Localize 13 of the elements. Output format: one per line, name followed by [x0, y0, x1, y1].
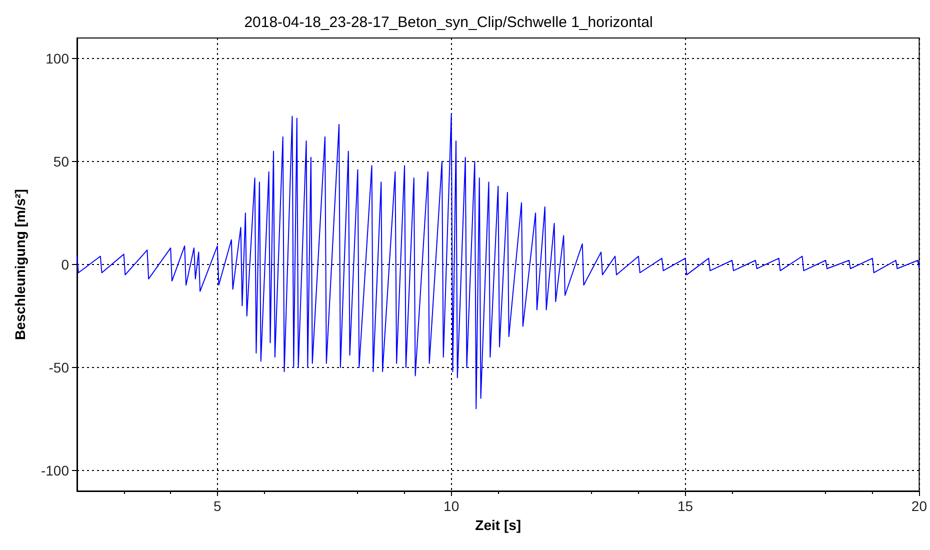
- x-tick-label: 10: [444, 498, 460, 514]
- x-tick-label: 5: [213, 498, 222, 514]
- y-tick-label: -50: [48, 359, 70, 376]
- x-tick-label: 15: [677, 498, 694, 514]
- y-tick-label: 50: [53, 154, 70, 170]
- y-tick-label: 100: [46, 50, 70, 67]
- y-axis-title: Beschleunigung [m/s²]: [12, 189, 28, 340]
- x-axis-title: Zeit [s]: [475, 516, 522, 533]
- line-series: [76, 114, 920, 410]
- chart-title: 2018-04-18_23-28-17_Beton_syn_Clip/Schwelle 1_horizontal: [244, 14, 653, 31]
- y-tick-label: -100: [40, 462, 70, 478]
- y-tick-label: 0: [61, 256, 70, 272]
- x-tick-label: 20: [911, 498, 928, 514]
